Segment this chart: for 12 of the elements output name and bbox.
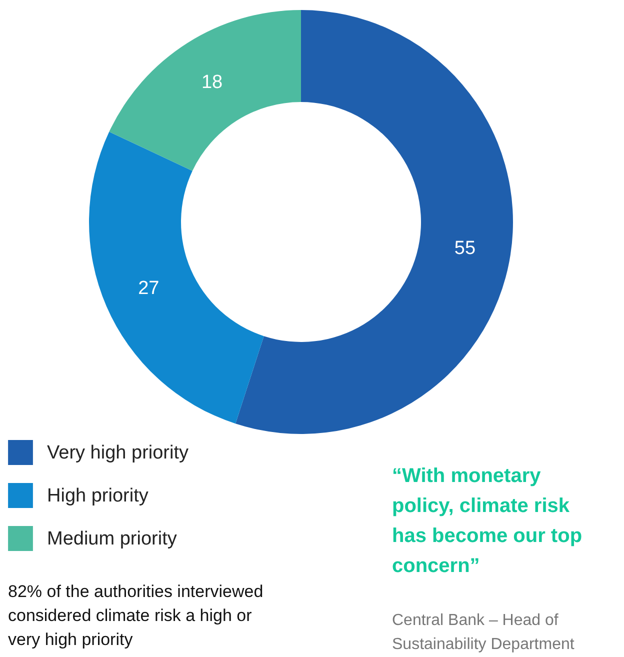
legend-label: Very high priority (47, 442, 190, 464)
text: Central Bank – Head of Sustainability Department (392, 612, 575, 653)
legend-label: Medium priority (47, 528, 178, 550)
legend-label: High priority (47, 486, 149, 506)
donut-slice (109, 10, 301, 171)
text: 82% of the authorities interviewed considered climate risk a high or very high priority (8, 582, 264, 649)
text: “With monetary policy, climate risk has become our top concern” (392, 465, 582, 577)
donut-slice (235, 10, 513, 434)
data-label: 18 (201, 72, 223, 93)
donut-slice (89, 132, 264, 424)
data-label: 55 (454, 238, 476, 259)
data-label: 27 (138, 278, 160, 299)
